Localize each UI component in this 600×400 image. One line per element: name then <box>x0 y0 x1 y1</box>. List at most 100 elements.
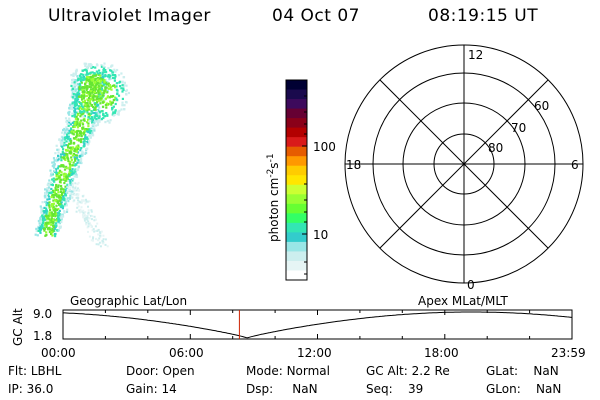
aurora-pixel <box>44 195 47 198</box>
aurora-pixel <box>41 221 44 225</box>
aurora-pixel <box>106 102 109 105</box>
aurora-pixel <box>48 189 51 192</box>
aurora-pixel <box>58 226 61 230</box>
aurora-pixel <box>91 94 94 97</box>
aurora-pixel <box>51 234 54 237</box>
aurora-pixel <box>96 96 99 99</box>
aurora-pixel <box>40 225 43 228</box>
aurora-pixel <box>76 79 79 82</box>
altitude-curve <box>63 311 573 339</box>
aurora-pixel <box>86 85 89 88</box>
aurora-pixel <box>109 77 112 80</box>
aurora-pixel <box>61 214 64 217</box>
aurora-pixel <box>49 169 52 172</box>
aurora-pixel <box>105 86 108 89</box>
aurora-pixel <box>68 175 71 178</box>
aurora-pixel <box>74 73 77 76</box>
status-flt: Flt: LBHL <box>8 364 62 378</box>
aurora-pixel <box>61 207 64 210</box>
aurora-pixel <box>94 225 97 228</box>
aurora-pixel <box>85 221 88 224</box>
aurora-pixel <box>70 141 73 144</box>
aurora-pixel <box>52 191 55 194</box>
aurora-pixel <box>48 201 51 204</box>
aurora-pixel <box>73 130 76 133</box>
aurora-pixel <box>87 205 89 208</box>
status-seq: Seq: 39 <box>366 382 424 396</box>
aurora-pixel <box>72 78 75 81</box>
aurora-pixel <box>50 173 53 176</box>
aurora-pixel <box>59 153 63 156</box>
aurora-pixel <box>67 144 70 147</box>
aurora-pixel <box>99 82 102 86</box>
aurora-pixel <box>85 91 88 94</box>
aurora-pixel <box>71 182 74 185</box>
aurora-pixel <box>52 202 55 205</box>
aurora-pixel <box>88 200 91 203</box>
aurora-pixel <box>53 227 56 230</box>
aurora-pixel <box>39 215 43 218</box>
aurora-pixel <box>114 102 117 106</box>
aurora-pixel <box>65 140 68 143</box>
aurora-pixel <box>45 231 48 234</box>
aurora-pixel <box>70 139 73 142</box>
aurora-pixel <box>59 141 62 144</box>
aurora-pixel <box>103 79 106 82</box>
aurora-pixel <box>67 137 70 140</box>
aurora-pixel <box>102 67 105 70</box>
aurora-pixel <box>75 196 78 199</box>
aurora-pixel <box>94 218 97 221</box>
aurora-pixel <box>54 152 57 155</box>
aurora-pixel <box>69 103 72 106</box>
aurora-pixel <box>82 126 85 129</box>
aurora-pixel <box>103 98 106 101</box>
aurora-pixel <box>86 147 89 150</box>
aurora-pixel <box>65 144 68 147</box>
aurora-pixel <box>82 92 85 96</box>
aurora-pixel <box>62 173 65 176</box>
aurora-pixel <box>95 88 98 91</box>
aurora-pixel <box>61 143 64 146</box>
aurora-pixel <box>106 245 109 248</box>
aurora-pixel <box>122 88 125 91</box>
aurora-pixel <box>45 204 48 207</box>
colorbar-segment <box>286 165 307 176</box>
colorbar-segment <box>286 203 307 214</box>
aurora-pixel <box>83 62 86 65</box>
aurora-pixel <box>60 144 63 147</box>
aurora-pixel <box>43 211 46 214</box>
aurora-pixel <box>99 100 102 103</box>
aurora-pixel <box>79 110 82 113</box>
aurora-pixel <box>63 181 66 185</box>
aurora-pixel <box>86 98 89 101</box>
aurora-pixel <box>92 105 95 109</box>
aurora-pixel <box>102 240 104 243</box>
aurora-pixel <box>120 108 123 111</box>
aurora-pixel <box>62 128 65 132</box>
aurora-pixel <box>61 136 64 139</box>
aurora-pixel <box>94 230 97 232</box>
mlt-label-bottom: 0 <box>467 278 475 292</box>
aurora-pixel <box>84 142 87 145</box>
aurora-pixel <box>75 111 78 114</box>
aurora-pixel <box>65 204 68 207</box>
aurora-pixel <box>89 223 92 226</box>
aurora-pixel <box>90 91 93 94</box>
aurora-pixel <box>111 76 115 80</box>
aurora-pixel <box>76 121 79 124</box>
aurora-pixel <box>106 81 109 84</box>
aurora-pixel <box>96 103 99 106</box>
aurora-pixel <box>67 146 70 149</box>
aurora-pixel <box>111 71 115 74</box>
aurora-pixel <box>107 119 110 123</box>
aurora-pixel <box>70 178 73 181</box>
aurora-pixel <box>103 80 106 83</box>
aurora-pixel <box>112 105 115 108</box>
aurora-pixel <box>54 194 57 197</box>
aurora-pixel <box>42 227 45 230</box>
aurora-pixel <box>90 88 94 91</box>
aurora-pixel <box>85 200 88 203</box>
aurora-pixel <box>108 76 111 79</box>
aurora-pixel <box>86 111 89 114</box>
aurora-pixel <box>65 165 68 168</box>
